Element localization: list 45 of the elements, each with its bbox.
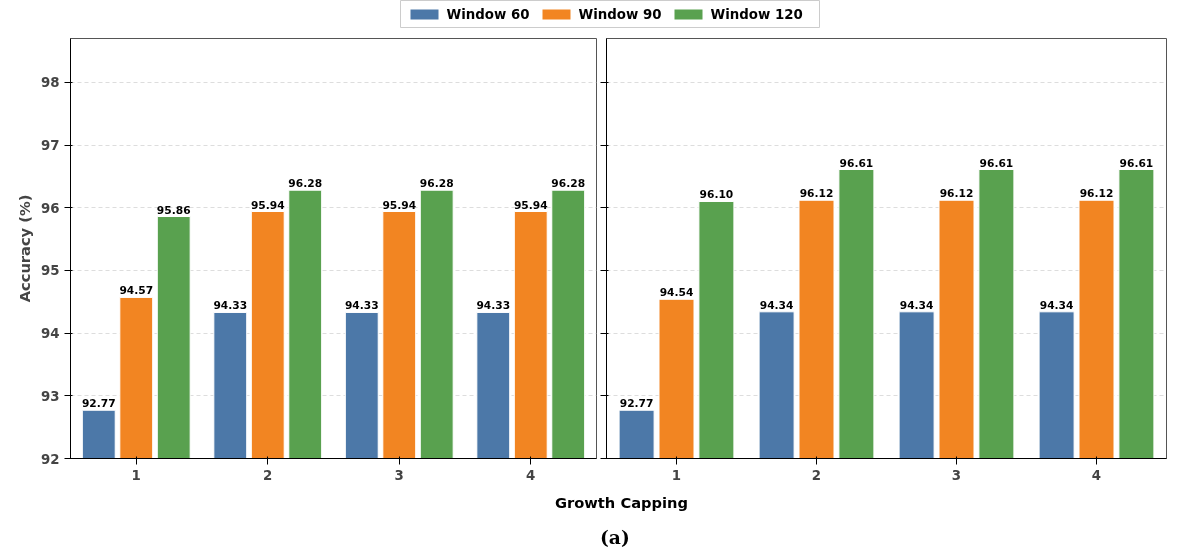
x-tick-label: 4 — [526, 467, 536, 483]
y-tick-label: 92 — [40, 451, 60, 467]
text: (a) — [600, 524, 630, 550]
y-tick-label: 95 — [40, 263, 60, 279]
data-label: 94.33 — [213, 299, 248, 313]
data-label: 94.34 — [1039, 298, 1074, 312]
x-tick-label: 2 — [811, 467, 822, 483]
data-label: 92.77 — [81, 397, 116, 411]
data-label: 94.34 — [899, 298, 934, 312]
x-tick-label: 1 — [131, 467, 141, 483]
x-tick-label: 4 — [1091, 467, 1102, 483]
y-tick-label: 93 — [40, 388, 60, 404]
legend-label: Window 60 — [446, 7, 530, 22]
data-label: 96.12 — [799, 187, 834, 201]
legend-label: Window 120 — [710, 7, 803, 22]
x-tick-label: 3 — [394, 467, 404, 483]
y-tick-label: 96 — [40, 200, 60, 216]
x-axis-title: Growth Capping — [555, 493, 688, 513]
data-label: 96.61 — [1119, 156, 1154, 170]
y-tick-label: 94 — [40, 326, 60, 342]
data-label: 96.12 — [939, 187, 974, 201]
data-label: 94.34 — [759, 298, 794, 312]
y-tick-label: 97 — [40, 138, 60, 154]
data-label: 94.57 — [119, 284, 154, 298]
data-label: 96.10 — [699, 188, 734, 202]
data-label: 95.94 — [382, 198, 417, 212]
data-label: 96.28 — [419, 177, 454, 191]
legend-label: Window 90 — [578, 7, 662, 22]
data-label: 96.28 — [551, 177, 586, 191]
data-label: 95.94 — [513, 198, 548, 212]
x-tick-label: 1 — [671, 467, 682, 483]
x-tick-label: 3 — [951, 467, 962, 483]
y-tick-label: 98 — [40, 75, 60, 91]
data-label: 95.94 — [250, 198, 285, 212]
data-label: 92.77 — [619, 397, 654, 411]
x-tick-label: 2 — [263, 467, 273, 483]
y-axis-title: Accuracy (%) — [15, 194, 33, 303]
data-label: 94.54 — [659, 286, 694, 300]
data-label: 96.61 — [979, 156, 1014, 170]
data-label: 96.12 — [1079, 187, 1114, 201]
data-label: 94.33 — [476, 299, 511, 313]
data-label: 96.28 — [288, 177, 323, 191]
data-label: 95.86 — [156, 203, 191, 217]
data-label: 96.61 — [839, 156, 874, 170]
data-label: 94.33 — [344, 299, 379, 313]
